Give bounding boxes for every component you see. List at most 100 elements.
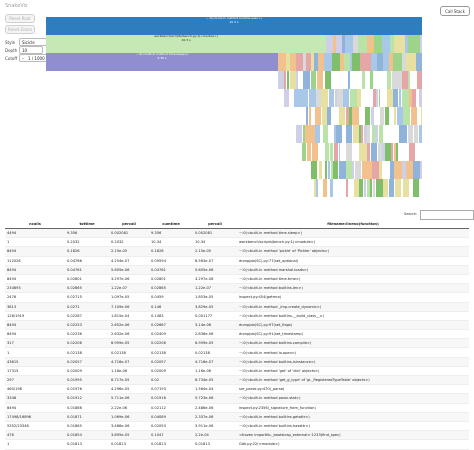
flame-bar[interactable] bbox=[289, 71, 296, 89]
flame-bar[interactable] bbox=[372, 161, 379, 179]
flame-bar[interactable] bbox=[409, 89, 412, 107]
flame-bar[interactable] bbox=[308, 107, 311, 125]
flame-bar[interactable] bbox=[413, 161, 420, 179]
flame-bar[interactable] bbox=[360, 53, 371, 71]
flame-bar[interactable] bbox=[313, 53, 318, 71]
flame-bar[interactable]: workbench/scripts/bench.py:1(<module>) 1… bbox=[46, 35, 326, 53]
table-row[interactable]: 1 0.2032 0.2032 10.34 10.34 workbench/scripts… bbox=[5, 237, 469, 248]
flame-bar[interactable] bbox=[324, 53, 332, 71]
flame-bar[interactable] bbox=[323, 125, 328, 143]
flame-bar[interactable] bbox=[346, 161, 352, 179]
flame-bar[interactable] bbox=[336, 125, 342, 143]
flame-bar[interactable] bbox=[306, 107, 309, 125]
flame-bar[interactable] bbox=[359, 143, 367, 161]
flame-bar[interactable] bbox=[396, 143, 398, 161]
flame-bar[interactable] bbox=[388, 179, 395, 197]
flame-bar[interactable] bbox=[384, 107, 390, 125]
flame-bar[interactable] bbox=[284, 89, 289, 107]
flame-bar[interactable] bbox=[370, 107, 375, 125]
flame-bar[interactable] bbox=[376, 53, 383, 71]
flame-bar[interactable] bbox=[398, 89, 402, 107]
flame-bar[interactable] bbox=[284, 71, 287, 89]
flame-bar[interactable] bbox=[296, 71, 298, 89]
flame-bar[interactable] bbox=[380, 107, 385, 125]
flame-bar[interactable] bbox=[348, 71, 350, 89]
flame-bar[interactable] bbox=[402, 161, 406, 179]
flame-bar[interactable] bbox=[349, 53, 353, 71]
flame-bar[interactable] bbox=[314, 179, 316, 197]
flame-bar[interactable] bbox=[329, 143, 334, 161]
flame-bar[interactable] bbox=[391, 143, 394, 161]
flame-bar[interactable] bbox=[382, 143, 385, 161]
table-row[interactable]: 2476 0.02715 1.097e-05 0.0459 1.853e-05 inspe… bbox=[5, 292, 469, 303]
flame-bar[interactable] bbox=[336, 35, 343, 53]
flame-bar[interactable] bbox=[403, 179, 409, 197]
flame-bar[interactable] bbox=[317, 53, 325, 71]
flame-bar[interactable] bbox=[403, 107, 411, 125]
column-tottime[interactable]: tottime bbox=[65, 219, 109, 229]
column-ncalls[interactable]: ncalls bbox=[5, 219, 65, 229]
flame-bar[interactable] bbox=[416, 71, 422, 89]
flame-bar[interactable] bbox=[325, 71, 332, 89]
flame-bar[interactable] bbox=[324, 143, 329, 161]
flame-bar[interactable] bbox=[367, 143, 371, 161]
flame-bar[interactable] bbox=[354, 161, 362, 179]
flame-bar[interactable] bbox=[413, 125, 419, 143]
flame-bar[interactable]: ~:0(<built-in method builtins.exec>) 10.… bbox=[46, 17, 422, 35]
flame-bar[interactable] bbox=[394, 161, 402, 179]
reset-zoom-button[interactable]: Reset Zoom bbox=[5, 25, 35, 34]
flame-bar[interactable] bbox=[410, 107, 418, 125]
style-select[interactable]: Sicicle bbox=[19, 38, 47, 46]
flame-bar[interactable] bbox=[396, 107, 403, 125]
flame-bar[interactable] bbox=[340, 53, 344, 71]
flame-bar[interactable] bbox=[278, 53, 287, 71]
flame-bar[interactable] bbox=[323, 179, 327, 197]
table-row[interactable]: 8494 0.1826 2.15e-05 0.1826 2.15e-05 ~:0(<bui… bbox=[5, 246, 469, 257]
flame-bar[interactable] bbox=[310, 125, 315, 143]
table-row[interactable]: 5352/23348 0.01865 3.486e-06 0.02093 3.911e-… bbox=[5, 421, 469, 432]
flame-bar[interactable] bbox=[370, 71, 374, 89]
flame-bar[interactable] bbox=[376, 89, 379, 107]
table-row[interactable]: 234893 0.02865 1.22e-07 0.02865 1.22e-07 ~:0(… bbox=[5, 283, 469, 294]
column-cumtime[interactable]: cumtime bbox=[149, 219, 193, 229]
flame-bar[interactable] bbox=[306, 143, 312, 161]
flame-bar[interactable] bbox=[375, 179, 383, 197]
flame-bar[interactable] bbox=[337, 89, 343, 107]
flame-bar[interactable] bbox=[315, 107, 322, 125]
flame-bar[interactable] bbox=[331, 53, 341, 71]
flame-bar[interactable] bbox=[369, 161, 372, 179]
flame-bar[interactable] bbox=[302, 53, 306, 71]
flame-bar[interactable] bbox=[383, 179, 389, 197]
table-row[interactable]: 8494 0.04761 5.605e-06 0.04761 5.605e-06 ~:0(… bbox=[5, 265, 469, 275]
flame-bar[interactable] bbox=[405, 35, 409, 53]
flame-bar[interactable] bbox=[393, 143, 396, 161]
flame-bar[interactable] bbox=[388, 53, 394, 71]
cutoff-value[interactable]: 1 / 1000 bbox=[28, 55, 45, 61]
flame-bar[interactable] bbox=[328, 89, 335, 107]
table-row[interactable]: 317 0.02206 6.959e-05 0.02206 6.959e-05 ~:0(<… bbox=[5, 338, 469, 349]
flame-bar[interactable] bbox=[412, 89, 417, 107]
flame-bar[interactable] bbox=[358, 35, 367, 53]
flame-bar[interactable] bbox=[361, 161, 369, 179]
table-row[interactable]: 3348 0.01912 5.711e-06 0.01916 5.723e-06 ~:0(… bbox=[5, 393, 469, 404]
flame-bar[interactable] bbox=[378, 125, 384, 143]
table-row[interactable]: 297 0.01995 6.717e-05 0.02 6.734e-05 ~:0(<bui… bbox=[5, 375, 469, 386]
flame-bar[interactable] bbox=[310, 71, 316, 89]
flame-bar[interactable] bbox=[352, 125, 359, 143]
flame-bar[interactable] bbox=[364, 107, 371, 125]
table-row[interactable]: 1 0.01813 0.01813 0.01813 0.01813 Gdk.py:22(<… bbox=[5, 439, 469, 450]
flame-bar[interactable] bbox=[343, 89, 350, 107]
flame-bar[interactable] bbox=[330, 179, 333, 197]
flame-bar[interactable] bbox=[403, 125, 408, 143]
flame-bar[interactable] bbox=[412, 179, 419, 197]
flame-bar[interactable] bbox=[310, 161, 317, 179]
flame-bar[interactable] bbox=[353, 35, 358, 53]
flame-bar[interactable] bbox=[321, 107, 327, 125]
table-row[interactable]: 43615 0.02057 4.716e-07 0.02057 4.716e-07 ~:0… bbox=[5, 357, 469, 367]
flame-bar[interactable] bbox=[373, 35, 383, 53]
flame-bar[interactable] bbox=[333, 161, 338, 179]
flame-bar[interactable] bbox=[408, 71, 411, 89]
flame-bar[interactable] bbox=[359, 125, 361, 143]
flame-bar[interactable] bbox=[393, 35, 406, 53]
flame-bar[interactable] bbox=[359, 179, 364, 197]
